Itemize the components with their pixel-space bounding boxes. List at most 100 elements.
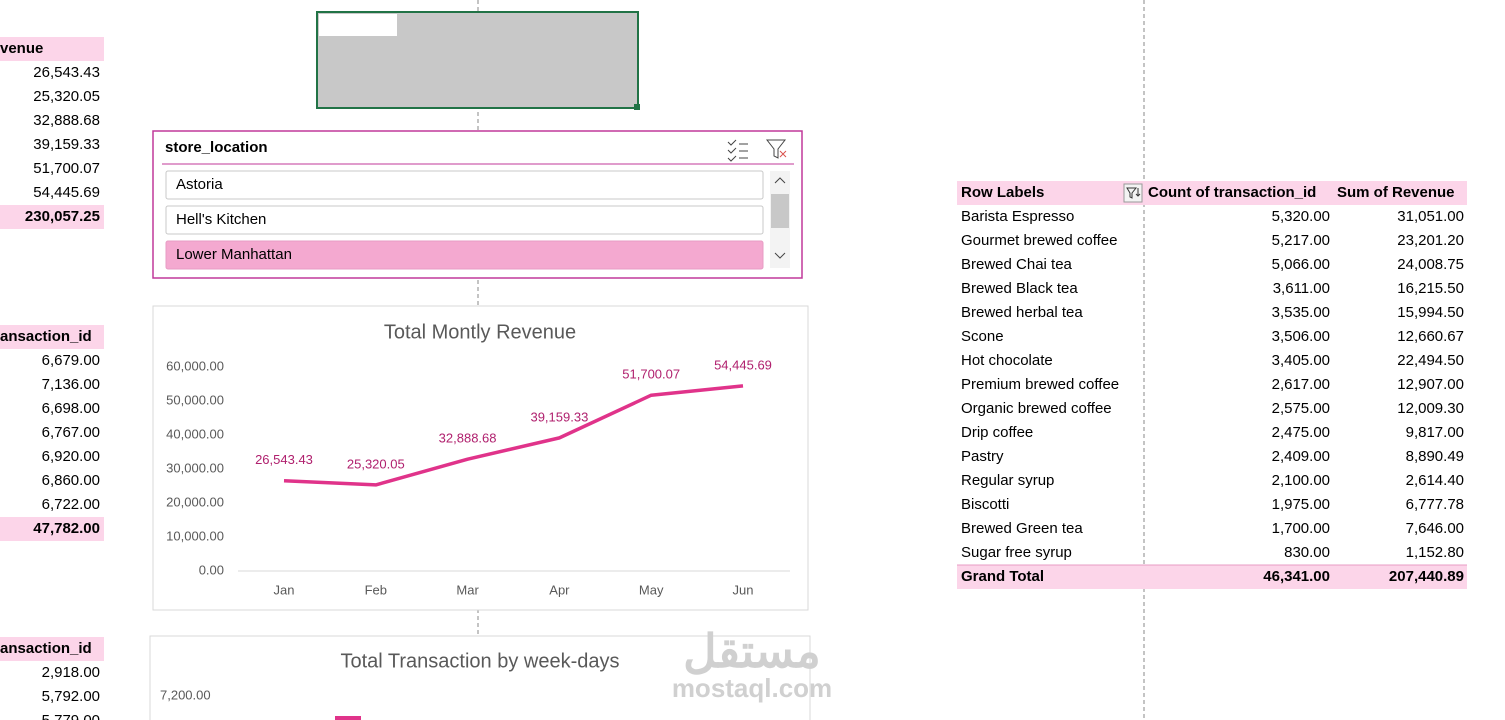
row-label: Brewed Green tea bbox=[961, 520, 1083, 537]
cell: 26,543.43 bbox=[33, 64, 100, 81]
cell: 5,792.00 bbox=[42, 688, 100, 705]
cell: 3,535.00 bbox=[1272, 304, 1330, 321]
cell: 22,494.50 bbox=[1397, 352, 1464, 369]
column-header: venue bbox=[0, 40, 43, 57]
gray-shape[interactable] bbox=[316, 11, 639, 109]
data-label: 54,445.69 bbox=[714, 357, 772, 372]
column-header: ansaction_id bbox=[0, 640, 92, 657]
cell: 25,320.05 bbox=[33, 88, 100, 105]
slicer-item-label: Astoria bbox=[176, 176, 223, 193]
column-header: Row Labels bbox=[961, 184, 1044, 201]
row-label: Pastry bbox=[961, 448, 1004, 465]
cell: 12,009.30 bbox=[1397, 400, 1464, 417]
cell: 12,907.00 bbox=[1397, 376, 1464, 393]
x-tick-label: Mar bbox=[456, 582, 479, 597]
cell: 2,475.00 bbox=[1272, 424, 1330, 441]
row-label: Gourmet brewed coffee bbox=[961, 232, 1117, 249]
header-cell bbox=[0, 37, 104, 61]
data-label: 32,888.68 bbox=[439, 431, 497, 446]
total-cell: Grand Total bbox=[961, 568, 1044, 585]
cell: 16,215.50 bbox=[1397, 280, 1464, 297]
row-label: Regular syrup bbox=[961, 472, 1054, 489]
cell: 5,320.00 bbox=[1272, 208, 1330, 225]
cell: 5,066.00 bbox=[1272, 256, 1330, 273]
series-line bbox=[283, 384, 744, 487]
cell: 54,445.69 bbox=[33, 184, 100, 201]
content: venue 26,543.43 25,320.05 32,888.68 39,159.3… bbox=[0, 37, 1467, 720]
cell: 2,100.00 bbox=[1272, 472, 1330, 489]
clear-filter-icon[interactable] bbox=[765, 139, 787, 159]
row-label: Brewed Black tea bbox=[961, 280, 1078, 297]
total-cell bbox=[0, 205, 104, 229]
cell: 7,646.00 bbox=[1406, 520, 1464, 537]
cell: 3,506.00 bbox=[1272, 328, 1330, 345]
chart-frame bbox=[149, 635, 811, 720]
cell: 6,777.78 bbox=[1406, 496, 1464, 513]
column-header: Sum of Revenue bbox=[1337, 184, 1455, 201]
y-tick-label: 0.00 bbox=[199, 562, 224, 577]
y-tick-label: 10,000.00 bbox=[166, 528, 224, 543]
slicer-item-label: Lower Manhattan bbox=[176, 246, 292, 263]
total-row bbox=[957, 565, 1467, 589]
filter-button[interactable] bbox=[1123, 183, 1143, 203]
row-label: Brewed Chai tea bbox=[961, 256, 1073, 273]
filter-icon bbox=[1126, 187, 1141, 199]
cell: 6,679.00 bbox=[42, 352, 100, 369]
total-value: 47,782.00 bbox=[33, 520, 100, 537]
column-header: ansaction_id bbox=[0, 328, 92, 345]
slicer-item[interactable] bbox=[165, 205, 764, 235]
total-value: 230,057.25 bbox=[25, 208, 100, 225]
total-cell: 46,341.00 bbox=[1263, 568, 1330, 585]
y-tick-label: 60,000.00 bbox=[166, 358, 224, 373]
slicer-item-label: Hell's Kitchen bbox=[176, 211, 266, 228]
y-tick-label: 40,000.00 bbox=[166, 426, 224, 441]
header-row bbox=[957, 181, 1467, 205]
cell: 6,722.00 bbox=[42, 496, 100, 513]
data-label: 26,543.43 bbox=[255, 452, 313, 467]
cell: 31,051.00 bbox=[1397, 208, 1464, 225]
y-tick-label: 20,000.00 bbox=[166, 494, 224, 509]
scrollbar-thumb[interactable] bbox=[771, 194, 789, 228]
row-label: Scone bbox=[961, 328, 1004, 345]
scroll-arrows[interactable] bbox=[774, 177, 786, 259]
cell: 830.00 bbox=[1284, 544, 1330, 561]
cell: 15,994.50 bbox=[1397, 304, 1464, 321]
data-label: 39,159.33 bbox=[530, 409, 588, 424]
header-cell bbox=[0, 325, 104, 349]
slicer-title: store_location bbox=[165, 139, 268, 156]
row-label: Drip coffee bbox=[961, 424, 1033, 441]
chart-title: Total Transaction by week-days bbox=[340, 650, 619, 672]
multi-select-icon[interactable] bbox=[727, 139, 748, 162]
cell: 6,698.00 bbox=[42, 400, 100, 417]
cell: 3,611.00 bbox=[1273, 280, 1330, 297]
cell: 2,575.00 bbox=[1272, 400, 1330, 417]
row-label: Organic brewed coffee bbox=[961, 400, 1112, 417]
slicer-item[interactable] bbox=[165, 170, 764, 200]
cell: 6,920.00 bbox=[42, 448, 100, 465]
cell: 5,779.00 bbox=[42, 712, 100, 720]
row-label: Barista Espresso bbox=[961, 208, 1074, 225]
chart-title: Total Montly Revenue bbox=[384, 321, 576, 343]
cell: 1,975.00 bbox=[1272, 496, 1330, 513]
row-label: Biscotti bbox=[961, 496, 1009, 513]
slicer-item[interactable] bbox=[165, 240, 764, 270]
cell: 2,918.00 bbox=[42, 664, 100, 681]
cell: 23,201.20 bbox=[1397, 232, 1464, 249]
chart-frame bbox=[152, 305, 809, 611]
x-tick-label: May bbox=[639, 582, 664, 597]
x-tick-label: Jan bbox=[274, 582, 295, 597]
cell: 3,405.00 bbox=[1272, 352, 1330, 369]
cell: 12,660.67 bbox=[1397, 328, 1464, 345]
cell: 2,409.00 bbox=[1272, 448, 1330, 465]
cell: 1,700.00 bbox=[1272, 520, 1330, 537]
cell: 6,767.00 bbox=[42, 424, 100, 441]
y-tick-label: 50,000.00 bbox=[166, 392, 224, 407]
row-label: Brewed herbal tea bbox=[961, 304, 1083, 321]
total-cell bbox=[0, 517, 104, 541]
total-cell: 207,440.89 bbox=[1389, 568, 1464, 585]
cell: 6,860.00 bbox=[42, 472, 100, 489]
column-header: Count of transaction_id bbox=[1148, 184, 1316, 201]
selection-handle[interactable] bbox=[634, 104, 640, 110]
